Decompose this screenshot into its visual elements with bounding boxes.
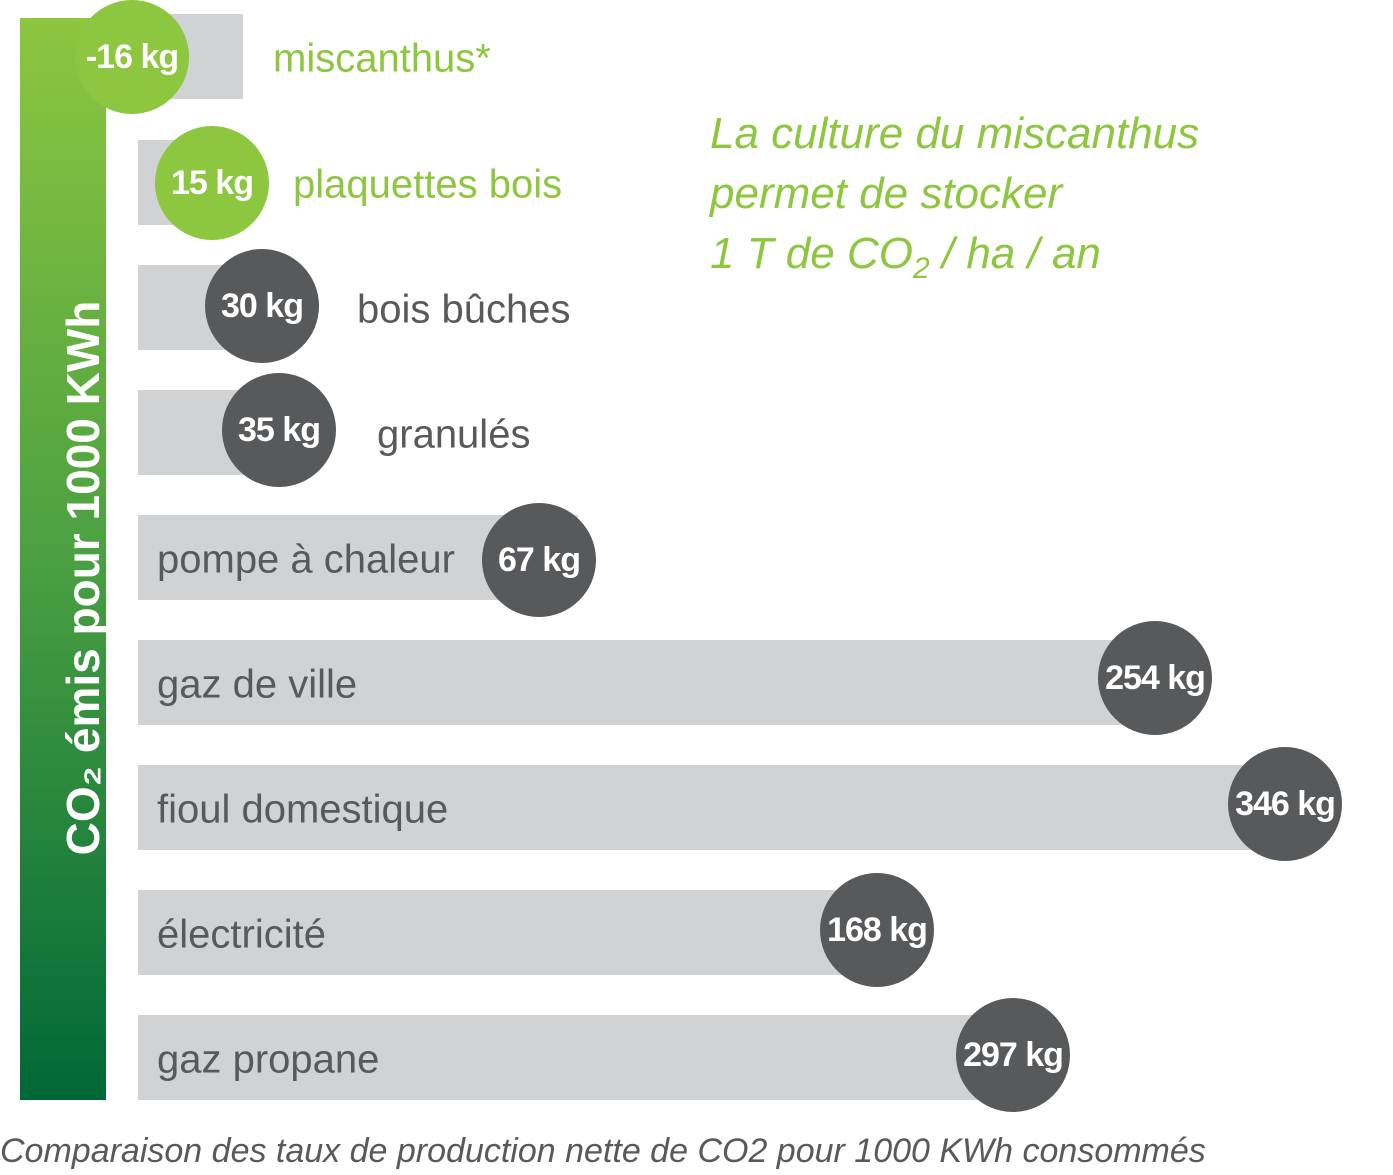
data-label: 346 kg — [1235, 784, 1336, 823]
y-axis-label: CO₂ émis pour 1000 KWh — [57, 300, 109, 856]
value-bubble: 15 kg — [155, 126, 269, 240]
annotation-line: La culture du miscanthus — [710, 109, 1200, 158]
data-label: 30 kg — [221, 286, 304, 325]
bar — [138, 890, 850, 975]
category-label: granulés — [377, 412, 531, 457]
value-bubble: 67 kg — [482, 503, 596, 617]
data-label: 168 kg — [827, 910, 928, 949]
value-bubble: -16 kg — [75, 0, 189, 114]
bar — [138, 1015, 990, 1100]
data-label: 254 kg — [1105, 658, 1206, 697]
value-bubble: 254 kg — [1098, 621, 1212, 735]
annotation-line: permet de stocker — [710, 169, 1063, 218]
category-label: miscanthus* — [273, 36, 491, 81]
data-label: 35 kg — [238, 410, 321, 449]
value-bubble: 297 kg — [956, 998, 1070, 1112]
y-axis-bar: CO₂ émis pour 1000 KWh — [20, 18, 109, 1100]
category-label: gaz propane — [157, 1037, 380, 1082]
chart-caption: Comparaison des taux de production nette… — [0, 1132, 1206, 1170]
value-bubble: 346 kg — [1228, 747, 1342, 861]
bar — [138, 765, 1260, 850]
data-label: 67 kg — [498, 540, 581, 579]
value-bubble: 35 kg — [222, 373, 336, 487]
bar — [138, 640, 1130, 725]
annotation: La culture du miscanthus permet de stock… — [710, 104, 1199, 299]
value-bubble: 30 kg — [205, 249, 319, 363]
data-label: 15 kg — [171, 163, 254, 202]
category-label: gaz de ville — [157, 662, 358, 707]
category-label: fioul domestique — [157, 787, 449, 832]
category-label: plaquettes bois — [293, 162, 563, 207]
data-label: -16 kg — [85, 37, 179, 76]
category-label: électricité — [157, 912, 326, 957]
category-label: pompe à chaleur — [157, 537, 455, 582]
annotation-line: 1 T de CO2 / ha / an — [710, 229, 1101, 285]
value-bubble: 168 kg — [820, 873, 934, 987]
category-label: bois bûches — [357, 287, 571, 332]
data-label: 297 kg — [963, 1035, 1064, 1074]
